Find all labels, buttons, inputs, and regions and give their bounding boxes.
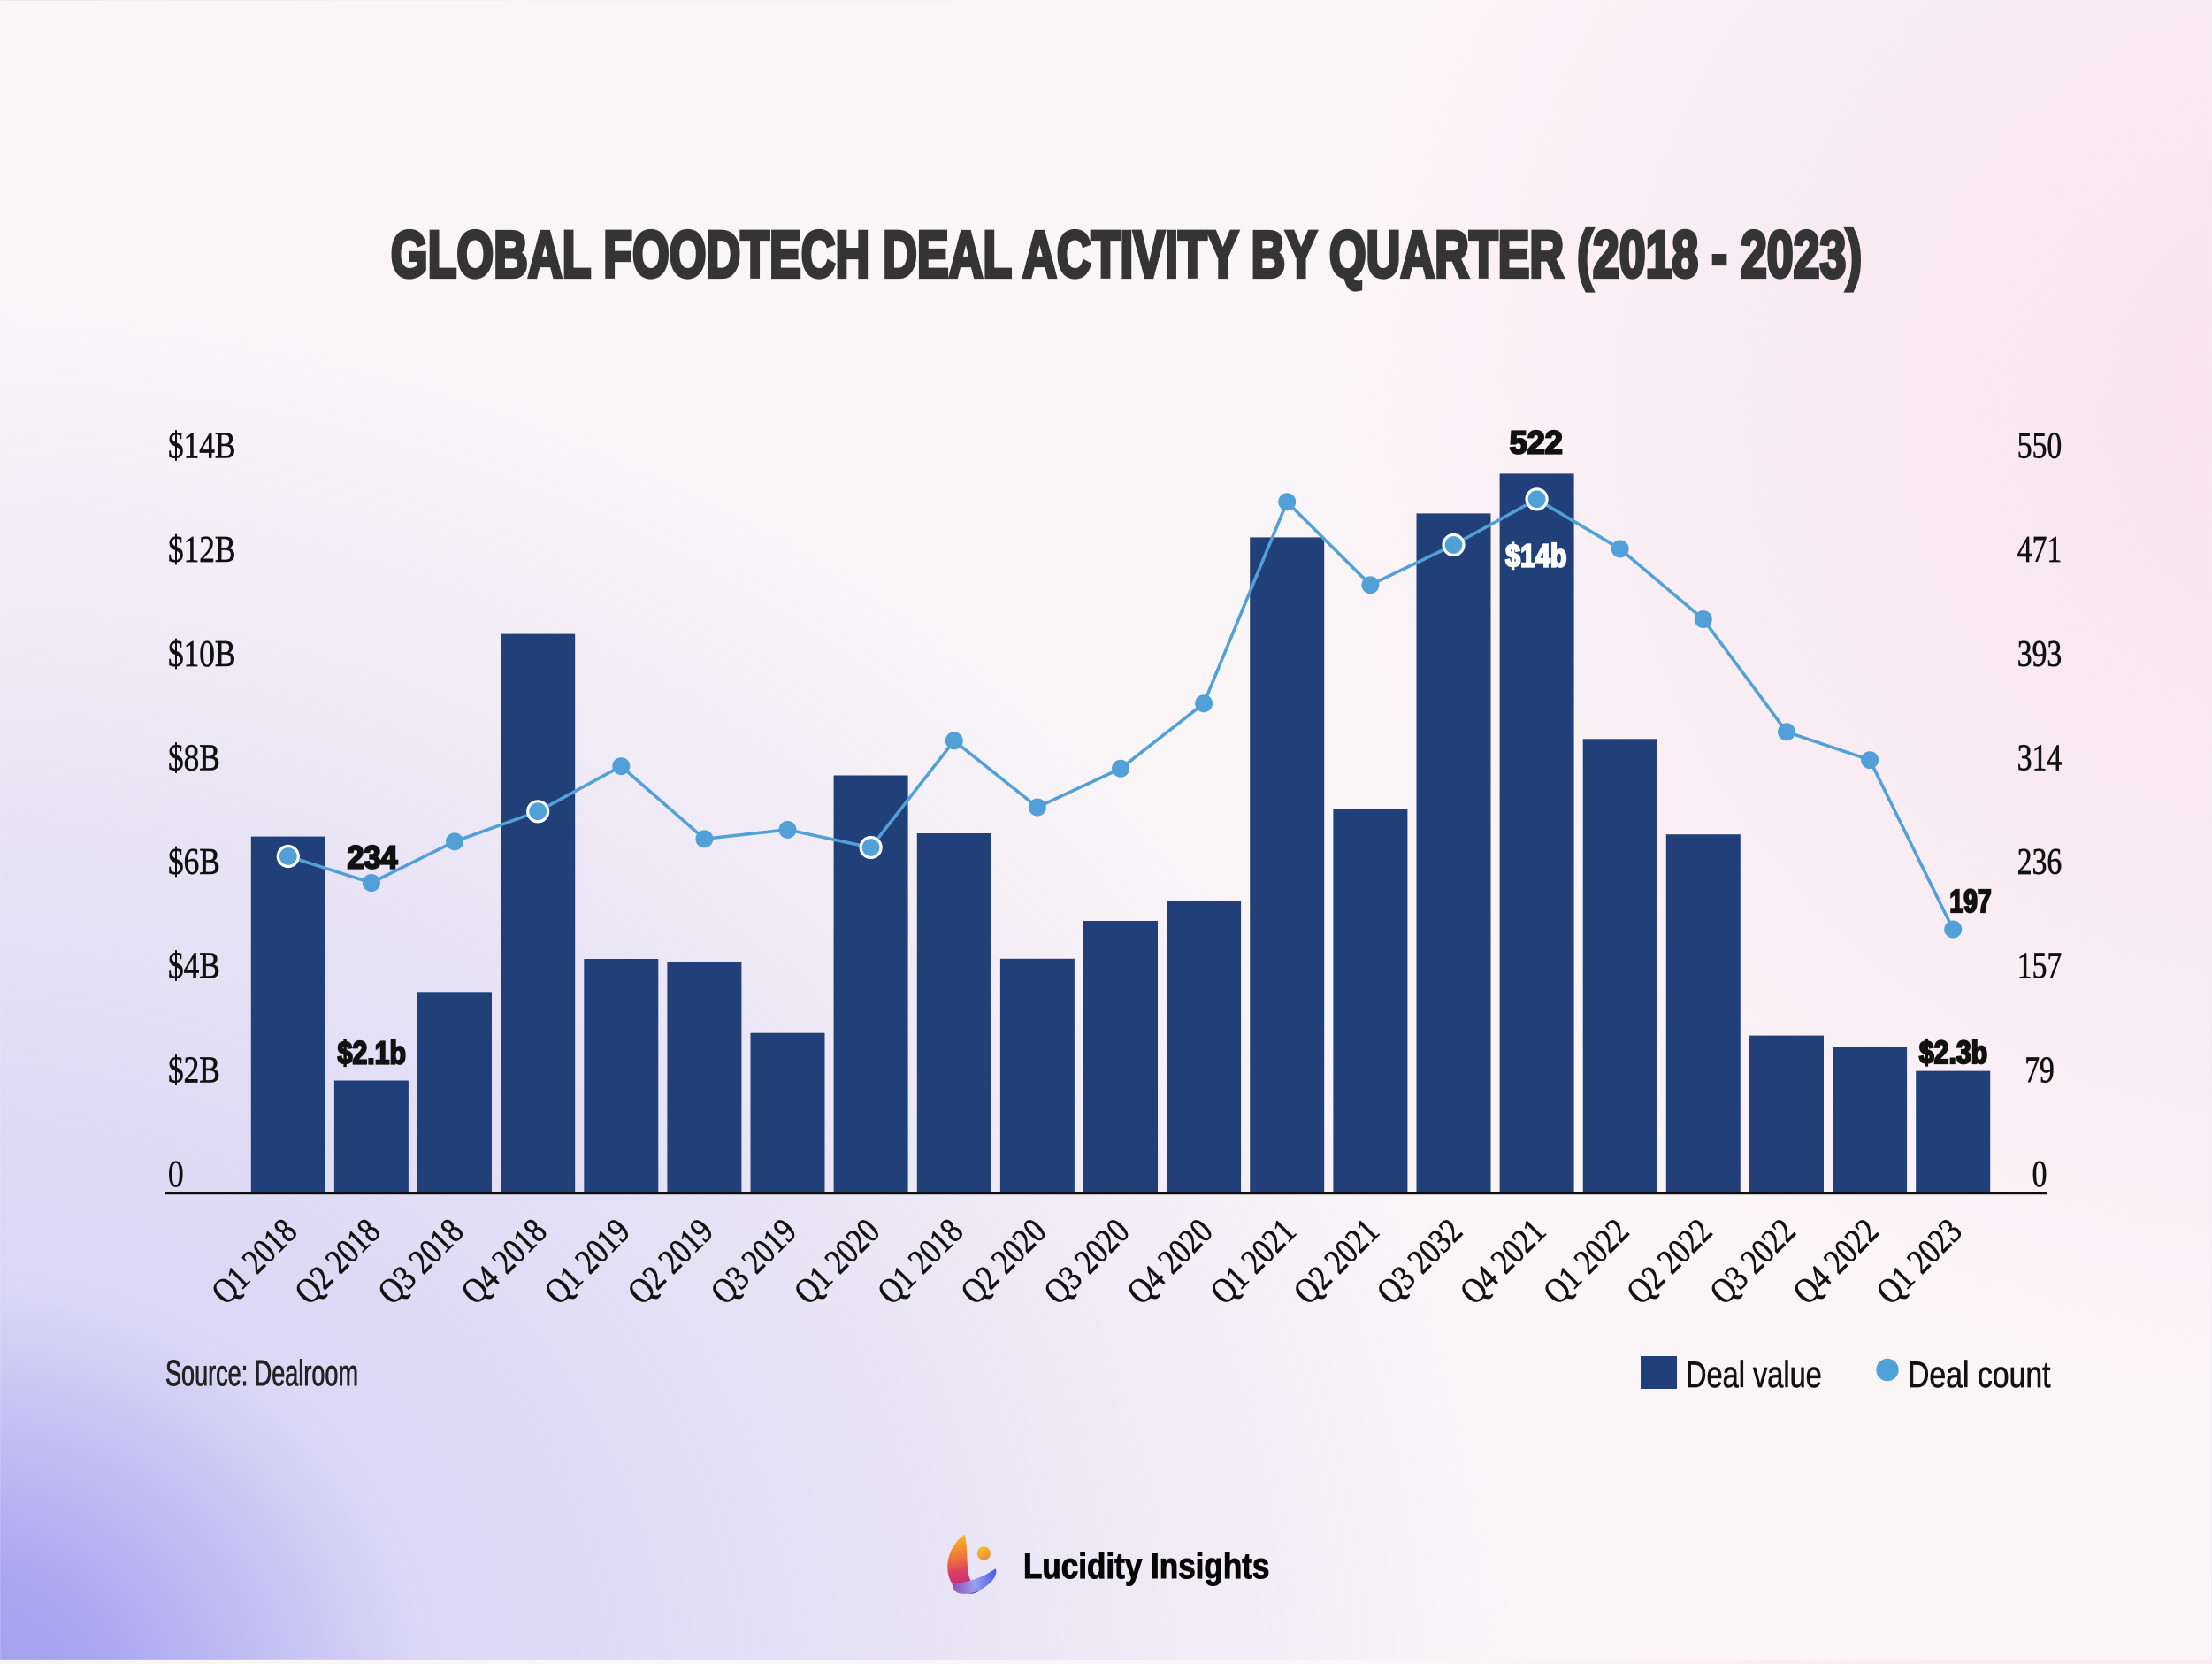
svg-text:Q2 2022: Q2 2022 — [1619, 1211, 1719, 1312]
svg-text:Source: Dealroom: Source: Dealroom — [165, 1354, 358, 1394]
svg-text:0: 0 — [168, 1154, 184, 1195]
svg-text:$2B: $2B — [168, 1049, 220, 1091]
svg-text:Q4 2021: Q4 2021 — [1452, 1211, 1553, 1312]
svg-text:Q3 2018: Q3 2018 — [370, 1211, 471, 1312]
svg-text:393: 393 — [2017, 633, 2062, 674]
svg-text:Q1 2020: Q1 2020 — [786, 1211, 887, 1312]
svg-text:$4B: $4B — [168, 946, 220, 987]
svg-text:Q4 2018: Q4 2018 — [453, 1211, 554, 1312]
svg-text:Q1 2023: Q1 2023 — [1868, 1211, 1969, 1312]
svg-text:$14b: $14b — [1505, 539, 1566, 574]
svg-text:550: 550 — [2017, 426, 2062, 466]
svg-text:Deal value: Deal value — [1686, 1353, 1822, 1395]
svg-text:Q3 2019: Q3 2019 — [703, 1211, 804, 1312]
svg-text:Q1 2018: Q1 2018 — [869, 1211, 970, 1312]
svg-text:522: 522 — [1510, 424, 1563, 460]
svg-text:$2.1b: $2.1b — [338, 1036, 406, 1071]
svg-text:$14B: $14B — [168, 426, 235, 467]
svg-text:234: 234 — [347, 840, 398, 876]
svg-text:Q1 2019: Q1 2019 — [537, 1211, 638, 1312]
svg-text:GLOBAL FOODTECH DEAL ACTIVITY: GLOBAL FOODTECH DEAL ACTIVITY BY QUARTER… — [391, 217, 1862, 291]
svg-text:236: 236 — [2017, 842, 2062, 883]
svg-text:$6B: $6B — [168, 841, 220, 883]
svg-text:$2.3b: $2.3b — [1919, 1035, 1987, 1070]
svg-text:Q3 2022: Q3 2022 — [1702, 1211, 1803, 1312]
svg-text:Q3 2032: Q3 2032 — [1369, 1211, 1470, 1312]
svg-text:Q1 2021: Q1 2021 — [1202, 1211, 1303, 1312]
svg-text:Q2 2021: Q2 2021 — [1286, 1211, 1387, 1312]
svg-text:Q2 2020: Q2 2020 — [953, 1211, 1053, 1312]
svg-text:197: 197 — [1949, 884, 1991, 919]
svg-text:Q4 2022: Q4 2022 — [1785, 1211, 1886, 1312]
svg-text:Q4 2020: Q4 2020 — [1119, 1211, 1220, 1312]
svg-text:314: 314 — [2017, 738, 2062, 778]
svg-text:Q2 2019: Q2 2019 — [620, 1211, 721, 1312]
svg-text:0: 0 — [2032, 1154, 2047, 1195]
svg-text:Q2 2018: Q2 2018 — [287, 1211, 387, 1312]
svg-text:$10B: $10B — [168, 633, 235, 675]
svg-text:79: 79 — [2024, 1050, 2055, 1091]
svg-text:$8B: $8B — [168, 738, 220, 779]
svg-text:Deal count: Deal count — [1908, 1354, 2051, 1396]
svg-text:$12B: $12B — [168, 529, 235, 571]
svg-text:Q1 2022: Q1 2022 — [1535, 1211, 1636, 1312]
svg-text:471: 471 — [2017, 530, 2062, 571]
svg-text:Q1 2018: Q1 2018 — [203, 1211, 304, 1312]
svg-text:Lucidity Insights: Lucidity Insights — [1023, 1545, 1269, 1586]
svg-text:157: 157 — [2017, 946, 2062, 986]
svg-text:Q3 2020: Q3 2020 — [1036, 1211, 1137, 1312]
